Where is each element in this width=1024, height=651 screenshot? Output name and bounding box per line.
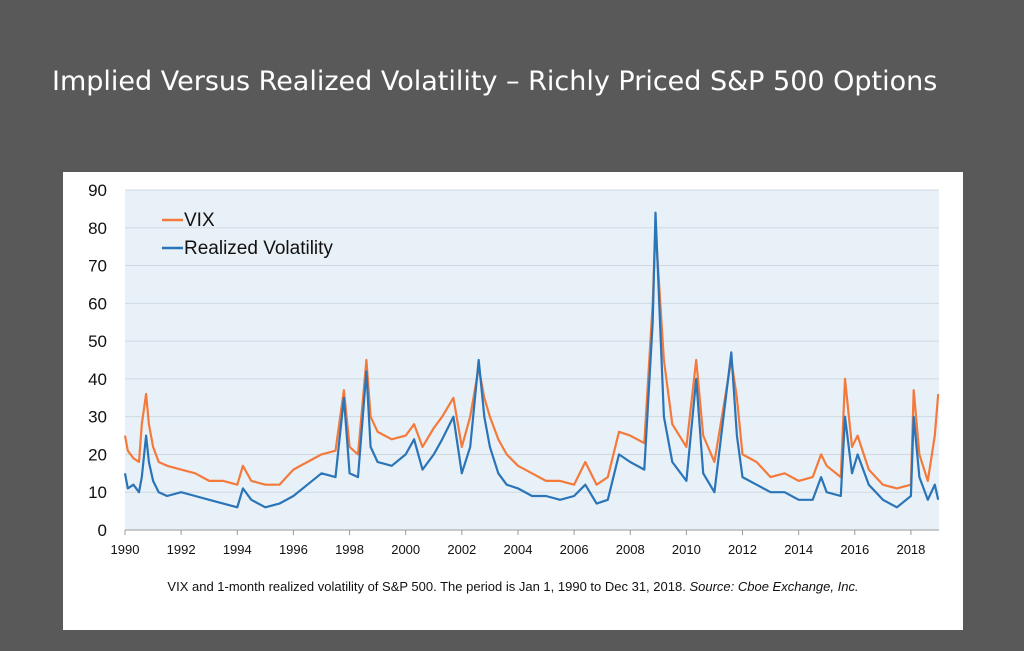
x-tick-label: 2008 (616, 542, 645, 557)
chart-card: 0 10 20 30 40 50 60 70 80 90 1990 1992 1994 1996 1998 2… (63, 172, 963, 630)
x-tick-label: 2016 (840, 542, 869, 557)
legend-label: Realized Volatility (184, 238, 333, 259)
y-tick-label: 0 (98, 521, 107, 540)
y-tick-label: 90 (88, 181, 107, 200)
series-line-realized-volatility (123, 211, 940, 509)
x-tick-label: 1992 (167, 542, 196, 557)
x-tick-label: 1994 (223, 542, 252, 557)
x-tick-label: 2018 (896, 542, 925, 557)
caption-text: VIX and 1-month realized volatility of S… (167, 579, 686, 594)
x-tick-label: 2006 (560, 542, 589, 557)
x-tick-label: 2004 (504, 542, 533, 557)
series-line-vix (123, 226, 940, 490)
x-tick-label: 1998 (335, 542, 364, 557)
x-tick-label: 2014 (784, 542, 813, 557)
x-tick-label: 2002 (447, 542, 476, 557)
y-tick-label: 30 (88, 408, 107, 427)
y-tick-label: 70 (88, 257, 107, 276)
x-tick-label: 2010 (672, 542, 701, 557)
legend-label: VIX (184, 210, 215, 231)
y-tick-label: 50 (88, 332, 107, 351)
y-tick-label: 20 (88, 445, 107, 464)
x-tick-label: 1996 (279, 542, 308, 557)
x-tick-label: 1990 (111, 542, 140, 557)
y-tick-label: 10 (88, 483, 107, 502)
y-tick-label: 80 (88, 219, 107, 238)
y-tick-label: 60 (88, 294, 107, 313)
x-tick-label: 2000 (391, 542, 420, 557)
chart-caption: VIX and 1-month realized volatility of S… (63, 579, 963, 594)
line-chart: 0 10 20 30 40 50 60 70 80 90 1990 1992 1994 1996 1998 2… (88, 181, 940, 557)
x-tick-label: 2012 (728, 542, 757, 557)
y-tick-label: 40 (88, 370, 107, 389)
slide-title: Implied Versus Realized Volatility – Ric… (52, 66, 938, 97)
caption-source: Source: Cboe Exchange, Inc. (689, 579, 859, 594)
